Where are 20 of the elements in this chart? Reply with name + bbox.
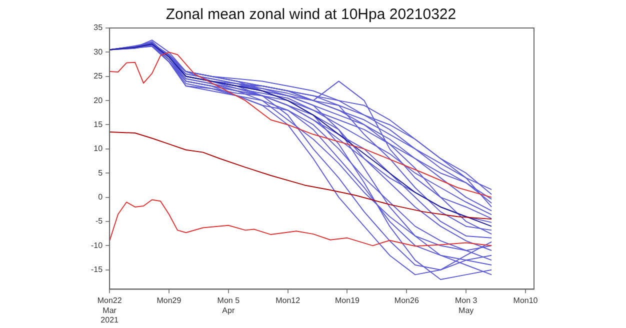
y-tick-label: -15: [91, 265, 104, 274]
y-tick-label: 5: [98, 168, 104, 178]
y-tick-label: 15: [94, 120, 104, 129]
x-tick-label: Mon10: [513, 296, 538, 306]
y-tick-label: -10: [91, 240, 104, 250]
x-tick-label: Mon26: [394, 296, 420, 306]
y-tick-label: 20: [94, 96, 104, 105]
x-tick-label: Mon19: [335, 296, 360, 306]
y-tick-label: -5: [95, 216, 104, 226]
y-tick-label: 30: [94, 47, 104, 56]
y-tick-label: 10: [94, 144, 104, 154]
x-tick-label: Mon12: [276, 296, 301, 306]
y-tick-label: 25: [94, 72, 104, 81]
x-tick-label: Mon 3 May: [454, 296, 478, 315]
y-tick-label: 0: [98, 192, 104, 202]
y-tick-label: 35: [94, 23, 104, 32]
x-tick-label: Mon29: [156, 296, 182, 306]
x-tick-label: Mon22 Mar 2021: [97, 296, 122, 324]
x-tick-label: Mon 5 Apr: [217, 296, 240, 315]
chart-title: Zonal mean zonal wind at 10Hpa 20210322: [166, 6, 456, 24]
